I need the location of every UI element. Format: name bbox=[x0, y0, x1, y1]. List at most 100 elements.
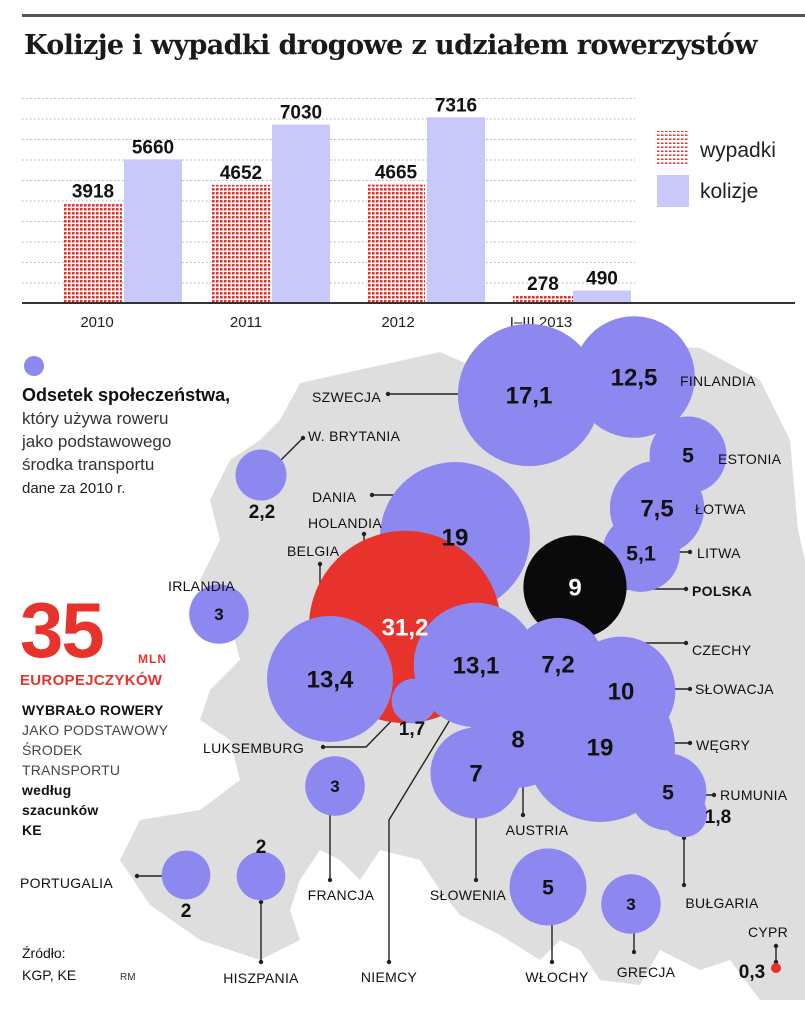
category-label: 2011 bbox=[230, 314, 262, 331]
bubble-value: 7 bbox=[469, 761, 482, 788]
intro-bold: Odsetek społeczeństwa, bbox=[22, 385, 231, 405]
bubble-value: 13,1 bbox=[453, 653, 500, 680]
leader-dot bbox=[134, 873, 140, 879]
bubble bbox=[457, 323, 601, 467]
intro-line-1: który używa roweru bbox=[22, 409, 169, 428]
leader-dot bbox=[711, 792, 717, 798]
leader-dot bbox=[683, 586, 689, 592]
bubble-value: 0,3 bbox=[739, 962, 765, 983]
bubble-value: 1,7 bbox=[399, 719, 425, 740]
legend-swatch-wypadki bbox=[657, 131, 689, 164]
page-title: Kolizje i wypadki drogowe z udziałem row… bbox=[24, 30, 758, 61]
bubble-value: 7,5 bbox=[640, 496, 673, 523]
highlight-bold: WYBRAŁO ROWERY bbox=[22, 702, 164, 718]
top-rule bbox=[22, 14, 805, 17]
leader-dot bbox=[385, 391, 391, 397]
country-label: FRANCJA bbox=[308, 887, 375, 903]
bar-kolizje bbox=[124, 159, 182, 303]
bubble-value: 5 bbox=[542, 877, 554, 900]
country-label: IRLANDIA bbox=[168, 578, 235, 594]
highlight-unit: MLN bbox=[138, 652, 167, 666]
source-text: KGP, KE bbox=[22, 967, 77, 983]
bubble bbox=[236, 851, 286, 901]
bar-kolizje bbox=[573, 290, 631, 303]
country-label: SZWECJA bbox=[312, 389, 381, 405]
legend-swatch-kolizje bbox=[657, 175, 689, 207]
country-label: LUKSEMBURG bbox=[203, 740, 304, 756]
legend-label-kolizje: kolizje bbox=[700, 180, 759, 203]
bubble-value: 5,1 bbox=[626, 542, 656, 566]
country-label: CYPR bbox=[748, 924, 788, 940]
leader-dot bbox=[549, 959, 555, 965]
leader-dot bbox=[687, 549, 693, 555]
bubble-value: 19 bbox=[587, 735, 614, 762]
bubble-value: 19 bbox=[442, 525, 469, 552]
data-label: 278 bbox=[527, 274, 559, 295]
bar-wypadki bbox=[513, 295, 573, 303]
category-label: 2010 bbox=[80, 314, 113, 331]
bubble bbox=[235, 449, 287, 501]
highlight-line-1: JAKO PODSTAWOWY bbox=[22, 722, 169, 738]
highlight-line-2: ŚRODEK bbox=[22, 742, 83, 758]
bubble-value: 3 bbox=[330, 777, 339, 796]
country-label: GRECJA bbox=[617, 964, 676, 980]
bubble bbox=[305, 756, 365, 816]
bubble-value: 2,2 bbox=[249, 502, 275, 523]
leader-dot bbox=[258, 899, 264, 905]
bar-wypadki bbox=[212, 184, 270, 303]
leader-dot bbox=[327, 877, 333, 883]
bubble bbox=[601, 874, 661, 934]
country-label: PORTUGALIA bbox=[20, 875, 113, 891]
bubble-value: 8 bbox=[511, 727, 524, 754]
country-label: SŁOWACJA bbox=[695, 681, 774, 697]
country-label: CZECHY bbox=[692, 642, 752, 658]
bubble bbox=[573, 316, 695, 438]
bubble-value: 12,5 bbox=[611, 365, 658, 392]
source-label: Źródło: bbox=[22, 945, 66, 961]
author-initials: RM bbox=[120, 972, 136, 983]
intro-line-2: jako podstawowego bbox=[22, 432, 172, 451]
country-label: ESTONIA bbox=[718, 451, 782, 467]
bubble bbox=[771, 963, 781, 973]
country-label: AUSTRIA bbox=[506, 822, 569, 838]
source-note: Źródło: KGP, KE bbox=[22, 942, 76, 986]
country-label: W. BRYTANIA bbox=[308, 428, 401, 444]
bubble-value: 2 bbox=[181, 901, 192, 922]
country-label: DANIA bbox=[312, 489, 357, 505]
highlight-text: WYBRAŁO ROWERY JAKO PODSTAWOWY ŚRODEK TR… bbox=[22, 700, 168, 840]
leader-dot bbox=[258, 959, 264, 965]
data-label: 7030 bbox=[280, 103, 322, 124]
bar-wypadki bbox=[64, 203, 122, 303]
bubble-value: 2 bbox=[256, 837, 267, 858]
country-label: HISZPANIA bbox=[223, 970, 299, 986]
country-label: HOLANDIA bbox=[308, 515, 382, 531]
data-label: 490 bbox=[586, 269, 618, 290]
leader-dot bbox=[520, 812, 526, 818]
bubble bbox=[161, 850, 211, 900]
bubble-value: 13,4 bbox=[307, 667, 354, 694]
bar-kolizje bbox=[272, 124, 330, 303]
bubble-value: 5 bbox=[682, 445, 694, 468]
highlight-line-3: TRANSPORTU bbox=[22, 762, 121, 778]
leader-dot bbox=[773, 959, 779, 965]
country-label: BELGIA bbox=[287, 543, 340, 559]
country-label: SŁOWENIA bbox=[430, 887, 507, 903]
leader-dot bbox=[773, 943, 779, 949]
bubble-value: 3 bbox=[626, 895, 635, 914]
country-label: WĘGRY bbox=[696, 737, 750, 753]
leader-dot bbox=[687, 686, 693, 692]
leader-dot bbox=[631, 949, 637, 955]
country-label: RUMUNIA bbox=[720, 787, 788, 803]
bubble bbox=[430, 727, 522, 819]
country-label: FINLANDIA bbox=[680, 373, 756, 389]
leader-dot bbox=[317, 561, 323, 567]
country-label: NIEMCY bbox=[361, 969, 418, 985]
highlight-source-3: KE bbox=[22, 822, 42, 838]
intro-line-3: środka transportu bbox=[22, 455, 155, 474]
intro-note: dane za 2010 r. bbox=[22, 480, 126, 497]
bubble-legend-dot bbox=[24, 356, 44, 376]
bar-wypadki bbox=[367, 184, 425, 303]
category-label: 2012 bbox=[381, 314, 414, 331]
leader-dot bbox=[300, 435, 306, 441]
data-label: 4652 bbox=[220, 163, 262, 184]
